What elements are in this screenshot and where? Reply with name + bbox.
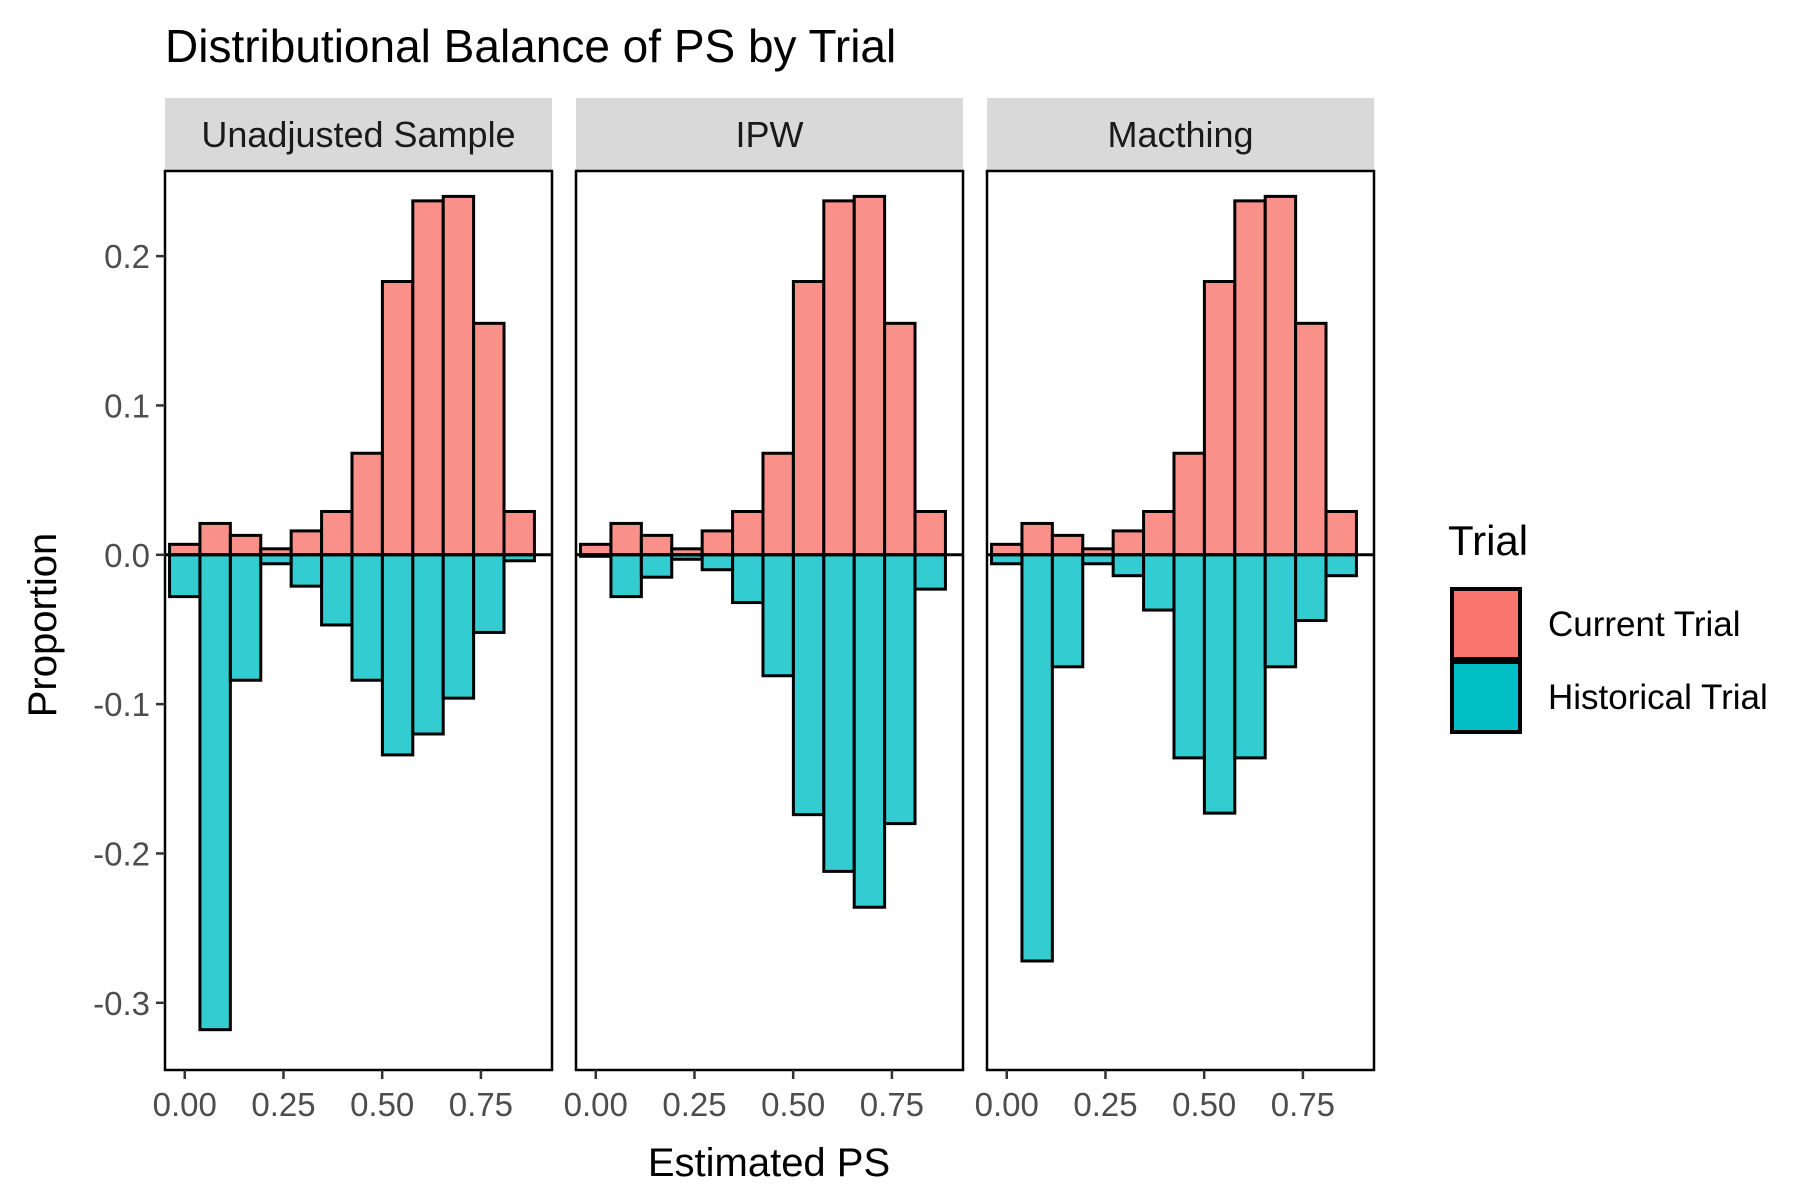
bar <box>382 555 412 755</box>
bar <box>230 555 260 680</box>
y-axis: 0.2 0.1 0.0 -0.1 -0.2 -0.3 <box>93 238 165 1022</box>
bar <box>413 555 443 734</box>
bar <box>291 555 321 586</box>
bar <box>733 555 763 603</box>
bar <box>793 555 823 815</box>
bar <box>763 555 793 676</box>
bar <box>504 511 534 554</box>
bar <box>733 511 763 554</box>
bar <box>1113 531 1143 555</box>
bar <box>1296 323 1326 554</box>
y-tick-label: 0.2 <box>104 238 150 275</box>
bar <box>200 523 230 554</box>
bar <box>1052 555 1082 667</box>
bar <box>474 555 504 633</box>
bar <box>915 511 945 554</box>
bar <box>1235 555 1265 758</box>
bar <box>413 201 443 555</box>
bar <box>1326 555 1356 576</box>
bar <box>1144 555 1174 610</box>
bar <box>352 453 382 555</box>
bar <box>1265 196 1295 554</box>
bar <box>352 555 382 680</box>
x-tick-label: 0.25 <box>662 1086 726 1123</box>
bar <box>1174 453 1204 555</box>
y-tick-label: -0.1 <box>93 686 150 723</box>
bar <box>611 523 641 554</box>
bar <box>1204 555 1234 813</box>
facet-panel: Macthing 0.00 0.25 0.50 0.75 <box>975 98 1374 1123</box>
facet-strip-label: IPW <box>736 114 804 155</box>
facet-panel: IPW 0.00 0.25 0.50 0.75 <box>564 98 963 1123</box>
x-tick-label: 0.00 <box>153 1086 217 1123</box>
bar <box>382 282 412 555</box>
bar <box>1265 555 1295 667</box>
bar <box>1174 555 1204 758</box>
bar <box>885 555 915 824</box>
bar <box>1022 523 1052 554</box>
legend-label: Current Trial <box>1548 605 1741 644</box>
x-tick-label: 0.25 <box>251 1086 315 1123</box>
y-tick-label: 0.0 <box>104 537 150 574</box>
bar <box>1113 555 1143 576</box>
y-tick-label: -0.2 <box>93 835 150 872</box>
x-tick-label: 0.75 <box>860 1086 924 1123</box>
x-tick-label: 0.25 <box>1073 1086 1137 1123</box>
facet-strip-label: Unadjusted Sample <box>201 114 515 155</box>
x-tick-label: 0.00 <box>975 1086 1039 1123</box>
bar <box>915 555 945 589</box>
facet-strip-label: Macthing <box>1107 114 1253 155</box>
bar <box>170 555 200 597</box>
facet-panels: Unadjusted Sample 0.00 0.25 0.50 0.75 IPW 0.00… <box>153 98 1374 1123</box>
bar <box>854 196 884 554</box>
bar <box>702 555 732 570</box>
bar <box>291 531 321 555</box>
legend-label: Historical Trial <box>1548 678 1768 717</box>
x-tick-label: 0.75 <box>1271 1086 1335 1123</box>
bar <box>1022 555 1052 961</box>
bar <box>1326 511 1356 554</box>
bar <box>611 555 641 597</box>
bar <box>1204 282 1234 555</box>
bar <box>763 453 793 555</box>
legend-key <box>1452 589 1520 659</box>
x-tick-label: 0.75 <box>449 1086 513 1123</box>
x-tick-label: 0.00 <box>564 1086 628 1123</box>
y-axis-label: Proportion <box>21 533 65 718</box>
y-tick-label: 0.1 <box>104 387 150 424</box>
legend-key <box>1452 662 1520 732</box>
facet-panel: Unadjusted Sample 0.00 0.25 0.50 0.75 <box>153 98 552 1123</box>
bar <box>885 323 915 554</box>
bar <box>641 555 671 577</box>
bar <box>824 201 854 555</box>
bar <box>793 282 823 555</box>
bar <box>824 555 854 872</box>
x-tick-label: 0.50 <box>350 1086 414 1123</box>
bar <box>992 544 1022 554</box>
x-axis-label: Estimated PS <box>648 1141 890 1185</box>
bar <box>230 535 260 554</box>
bar <box>581 544 611 554</box>
bar <box>200 555 230 1030</box>
y-tick-label: -0.3 <box>93 985 150 1022</box>
bar <box>1144 511 1174 554</box>
bar <box>322 511 352 554</box>
chart-title: Distributional Balance of PS by Trial <box>165 20 896 72</box>
bar <box>641 535 671 554</box>
legend-title: Trial <box>1448 517 1528 564</box>
bar <box>443 196 473 554</box>
bar <box>1296 555 1326 621</box>
bar <box>1235 201 1265 555</box>
bar <box>322 555 352 625</box>
bar <box>854 555 884 907</box>
bar <box>443 555 473 698</box>
bar <box>474 323 504 554</box>
bar <box>702 531 732 555</box>
x-tick-label: 0.50 <box>761 1086 825 1123</box>
bar <box>170 544 200 554</box>
bar <box>1052 535 1082 554</box>
x-tick-label: 0.50 <box>1172 1086 1236 1123</box>
legend: Trial Current Trial Historical Trial <box>1448 517 1768 732</box>
